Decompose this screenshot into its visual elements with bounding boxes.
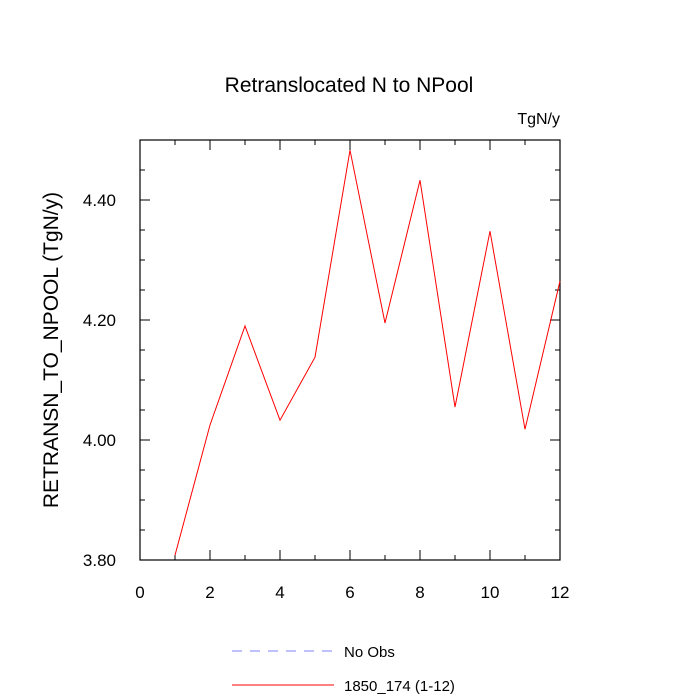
x-tick-label: 6 [345, 583, 354, 602]
y-tick-label: 3.80 [83, 551, 116, 570]
x-tick-label: 4 [275, 583, 284, 602]
series-line-1 [174, 150, 561, 556]
series-layer [174, 150, 561, 556]
y-axis-label: RETRANSN_TO_NPOOL (TgN/y) [40, 192, 63, 508]
axes: 0 2 4 6 8 10 12 3.80 4.00 4.20 4.40 [83, 139, 570, 602]
y-tick-label: 4.40 [83, 191, 116, 210]
x-tick-label: 12 [551, 583, 570, 602]
legend: No Obs 1850_174 (1-12) [232, 644, 455, 695]
plot-frame [139, 139, 561, 561]
units-label: TgN/y [517, 111, 560, 128]
x-tick-label: 10 [481, 583, 500, 602]
chart-title: Retranslocated N to NPool [225, 74, 474, 97]
x-tick-label: 2 [205, 583, 214, 602]
x-tick-label: 8 [415, 583, 424, 602]
legend-label-0: No Obs [344, 644, 395, 661]
y-tick-label: 4.20 [83, 311, 116, 330]
x-tick-label: 0 [135, 583, 144, 602]
legend-label-1: 1850_174 (1-12) [344, 678, 455, 695]
y-tick-label: 4.00 [83, 431, 116, 450]
